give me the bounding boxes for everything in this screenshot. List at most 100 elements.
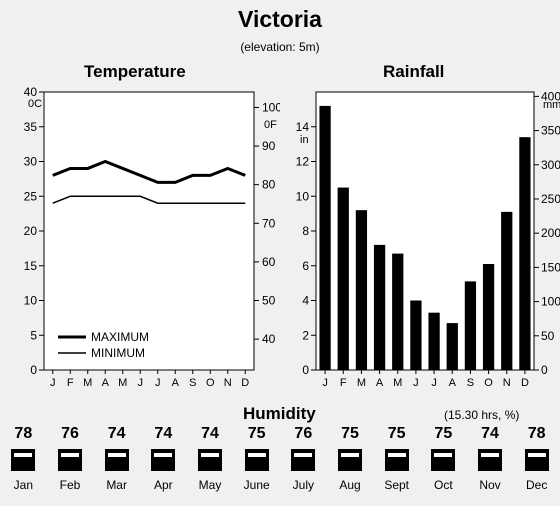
temp-left-unit: 0C — [28, 98, 42, 110]
humidity-month-label: Jan — [13, 478, 33, 492]
temp-left-tick-label: 35 — [24, 120, 38, 134]
humidity-table: 78 Jan 76 Feb 74 Mar 74 Apr 74 May 75 June 76 July 75 A… — [0, 425, 560, 495]
humidity-month-label: July — [292, 478, 314, 492]
rain-x-tick-label: A — [449, 377, 457, 389]
rain-left-tick-label: 10 — [296, 189, 310, 203]
rain-right-tick-label: 100 — [541, 295, 560, 309]
temp-series-maximum — [52, 159, 246, 184]
humidity-value: 75 — [387, 425, 406, 442]
temp-left-tick-label: 15 — [24, 259, 38, 273]
rain-x-tick-label: A — [376, 377, 384, 389]
rainfall-plot-area — [315, 91, 535, 371]
rainfall-bar — [482, 264, 495, 370]
humidity-month-label: June — [243, 478, 270, 492]
rain-right-tick-label: 50 — [541, 329, 555, 343]
humidity-title: Humidity — [243, 404, 316, 423]
humidity-value: 75 — [247, 425, 266, 442]
rainfall-bar — [337, 187, 349, 370]
temp-right-unit: 0F — [264, 119, 277, 131]
humidity-value: 74 — [481, 425, 499, 442]
rain-right-tick-label: 400 — [541, 89, 560, 103]
temp-x-tick-label: J — [138, 377, 144, 389]
rain-right-tick-label: 0 — [541, 363, 548, 377]
humidity-note: (15.30 hrs, %) — [444, 408, 520, 422]
humidity-gauge-icon — [104, 449, 129, 471]
rain-x-tick-label: S — [467, 377, 474, 389]
humidity-gauge-icon — [431, 449, 456, 471]
humidity-month-label: Feb — [59, 478, 81, 492]
temp-left-tick-label: 20 — [24, 224, 38, 238]
humidity-value: 75 — [341, 425, 359, 442]
rain-left-tick-label: 6 — [302, 259, 309, 273]
temp-right-tick-label: 60 — [262, 255, 276, 269]
rainfall-bar — [392, 253, 404, 370]
humidity-month-label: Mar — [106, 478, 127, 492]
temp-x-tick-label: D — [241, 377, 249, 389]
rain-left-tick-label: 12 — [296, 155, 310, 169]
temp-x-tick-label: O — [206, 377, 215, 389]
temp-right-tick-label: 80 — [262, 178, 276, 192]
temp-x-tick-label: J — [50, 377, 56, 389]
temp-x-tick-label: F — [67, 377, 74, 389]
rain-right-tick-label: 150 — [541, 260, 560, 274]
temp-x-tick-label: S — [189, 377, 196, 389]
humidity-gauge-icon — [198, 449, 222, 471]
rain-x-tick-label: M — [357, 377, 366, 389]
rain-right-tick-label: 200 — [541, 226, 560, 240]
temp-left-tick-label: 0 — [30, 363, 37, 377]
rain-left-tick-label: 2 — [302, 328, 309, 342]
humidity-value: 76 — [294, 425, 313, 442]
rainfall-bar — [428, 312, 440, 370]
rain-right-tick-label: 300 — [541, 158, 560, 172]
humidity-month-label: Apr — [153, 478, 173, 492]
humidity-month-label: Aug — [339, 478, 361, 492]
rain-x-tick-label: J — [431, 377, 437, 389]
rain-x-tick-label: M — [393, 377, 402, 389]
legend-label-minimum: MINIMUM — [91, 346, 145, 360]
humidity-gauge-icon — [244, 449, 269, 471]
rainfall-bar — [355, 210, 368, 370]
temp-x-tick-label: J — [155, 377, 161, 389]
rain-left-tick-label: 14 — [296, 120, 310, 134]
temp-left-tick-label: 40 — [24, 85, 38, 99]
rainfall-bar — [501, 211, 513, 370]
page-title: Victoria — [238, 6, 322, 32]
humidity-value: 74 — [154, 425, 173, 442]
temp-x-tick-label: A — [102, 377, 110, 389]
rain-left-tick-label: 0 — [302, 363, 309, 377]
rainfall-bar — [464, 281, 477, 370]
temp-left-tick-label: 30 — [24, 155, 38, 169]
temp-series-minimum — [52, 195, 246, 204]
rain-x-tick-label: O — [484, 377, 493, 389]
humidity-gauge-icon — [58, 449, 82, 471]
humidity-month-label: Nov — [479, 478, 501, 492]
rain-x-tick-label: J — [322, 377, 328, 389]
temp-left-tick-label: 10 — [24, 294, 38, 308]
humidity-gauge-icon — [338, 449, 362, 471]
rainfall-bar — [410, 300, 422, 370]
page-subtitle: (elevation: 5m) — [240, 40, 320, 54]
temp-left-tick-label: 5 — [30, 328, 37, 342]
humidity-value: 74 — [201, 425, 219, 442]
rain-right-tick-label: 350 — [541, 124, 560, 138]
rainfall-title: Rainfall — [383, 62, 445, 81]
temp-x-tick-label: M — [83, 377, 92, 389]
rainfall-bar — [319, 105, 331, 371]
humidity-value: 78 — [527, 425, 546, 442]
temp-right-tick-label: 100 — [262, 100, 280, 114]
humidity-gauge-icon — [478, 449, 502, 471]
temp-x-tick-label: A — [172, 377, 180, 389]
humidity-month-label: Sept — [384, 478, 409, 492]
temp-x-tick-label: M — [118, 377, 127, 389]
temp-right-tick-label: 90 — [262, 139, 276, 153]
temperature-plot-area — [43, 91, 255, 371]
rain-x-tick-label: J — [413, 377, 419, 389]
humidity-value: 76 — [61, 425, 79, 442]
rainfall-bar — [446, 323, 458, 370]
temp-x-tick-label: N — [224, 377, 232, 389]
rain-x-tick-label: F — [340, 377, 347, 389]
humidity-month-label: Oct — [433, 478, 453, 492]
humidity-value: 75 — [434, 425, 453, 442]
rain-left-tick-label: 8 — [302, 224, 309, 238]
rain-x-tick-label: D — [521, 377, 529, 389]
